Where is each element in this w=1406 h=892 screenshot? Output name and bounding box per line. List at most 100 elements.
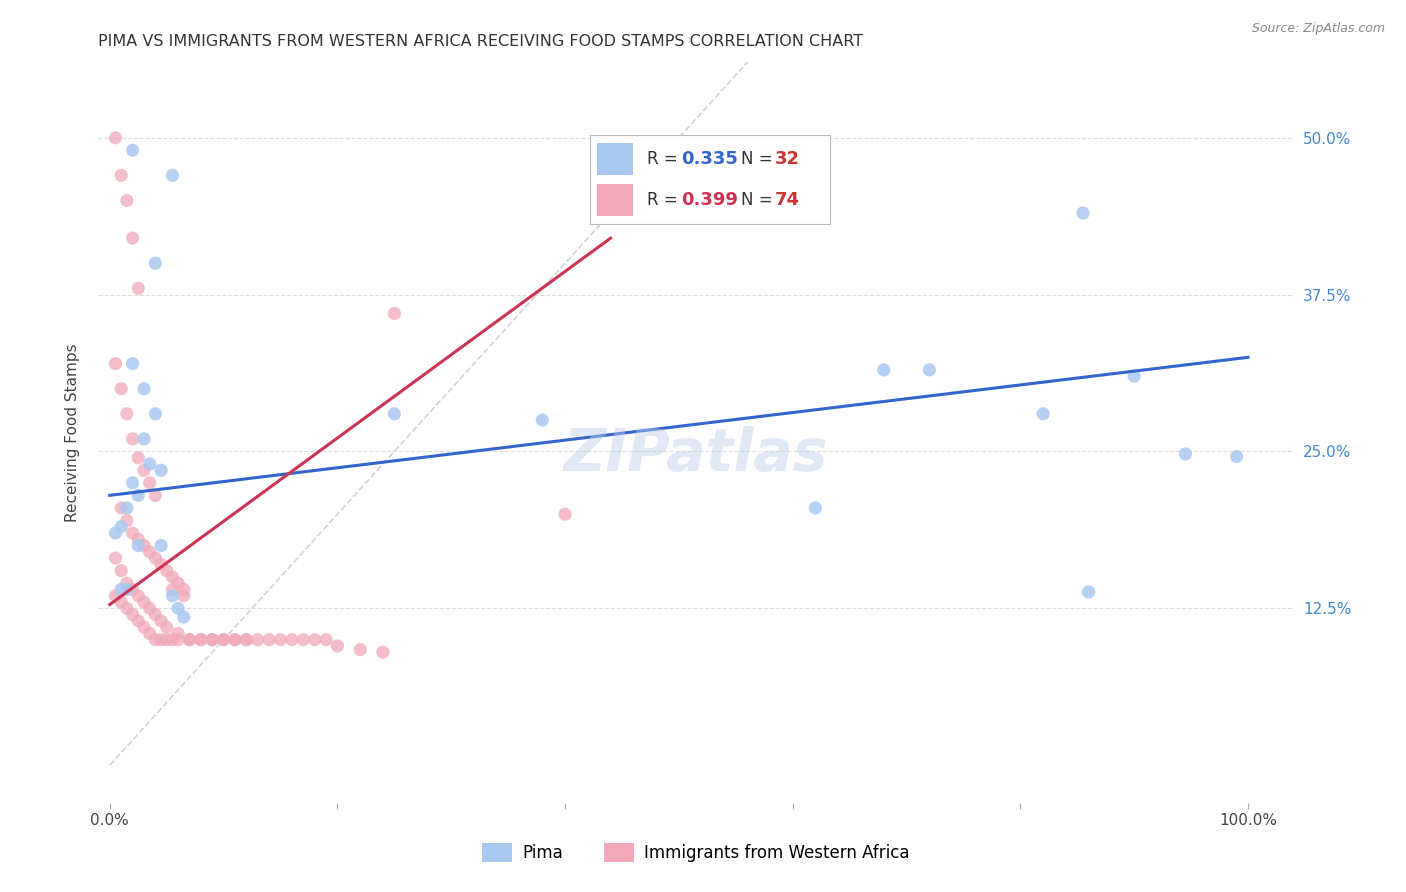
Point (132, 463, 155, 477)
Point (121, 432, 143, 446)
Legend: Pima, Immigrants from Western Africa: Pima, Immigrants from Western Africa (475, 836, 917, 869)
Point (121, 231, 143, 245)
Point (326, 639, 349, 653)
Point (246, 632, 269, 647)
Point (162, 582, 184, 597)
Point (121, 475, 143, 490)
Point (162, 169, 184, 183)
Point (115, 407, 138, 421)
Point (167, 632, 190, 647)
Point (150, 539, 173, 553)
Point (162, 570, 184, 584)
Point (304, 632, 326, 647)
Point (110, 595, 132, 609)
Text: N =: N = (741, 150, 778, 168)
Point (156, 632, 179, 647)
Point (121, 526, 143, 541)
Point (115, 513, 138, 527)
Point (224, 632, 246, 647)
Point (179, 632, 201, 647)
Point (224, 632, 246, 647)
Point (132, 432, 155, 446)
Text: PIMA VS IMMIGRANTS FROM WESTERN AFRICA RECEIVING FOOD STAMPS CORRELATION CHART: PIMA VS IMMIGRANTS FROM WESTERN AFRICA R… (98, 34, 863, 49)
Point (143, 488, 166, 502)
Point (190, 632, 212, 647)
Point (143, 407, 166, 421)
Point (150, 614, 173, 628)
Point (110, 169, 132, 183)
Point (167, 626, 190, 640)
Point (804, 500, 827, 515)
Point (132, 595, 155, 609)
Text: 0.399: 0.399 (681, 191, 738, 209)
Point (127, 281, 149, 295)
Text: ZIPatlas: ZIPatlas (564, 426, 828, 483)
Point (1077, 585, 1099, 599)
Point (162, 589, 184, 603)
Point (127, 533, 149, 547)
Point (104, 589, 127, 603)
Point (150, 558, 173, 572)
Point (212, 632, 235, 647)
Point (156, 564, 179, 578)
Point (167, 576, 190, 591)
Point (201, 632, 224, 647)
Text: R =: R = (647, 150, 683, 168)
Point (1226, 450, 1249, 464)
FancyBboxPatch shape (598, 184, 633, 216)
Y-axis label: Receiving Food Stamps: Receiving Food Stamps (65, 343, 80, 522)
Text: 32: 32 (775, 150, 800, 168)
Text: R =: R = (647, 191, 683, 209)
Point (104, 130, 127, 145)
Point (143, 632, 166, 647)
Point (212, 632, 235, 647)
Point (150, 463, 173, 477)
Point (173, 610, 195, 624)
Point (127, 488, 149, 502)
Point (382, 407, 405, 421)
Point (138, 601, 160, 615)
Point (150, 632, 173, 647)
Point (121, 607, 143, 622)
Point (371, 645, 394, 659)
Point (143, 551, 166, 566)
Point (110, 564, 132, 578)
Point (110, 500, 132, 515)
Point (235, 632, 257, 647)
Point (349, 642, 371, 657)
Point (132, 620, 155, 634)
Point (173, 589, 195, 603)
Point (918, 363, 941, 377)
Point (156, 620, 179, 634)
Point (315, 632, 337, 647)
Point (110, 582, 132, 597)
Point (104, 357, 127, 371)
Point (1123, 369, 1146, 384)
Point (179, 632, 201, 647)
Point (1071, 206, 1094, 220)
Point (110, 520, 132, 534)
Point (143, 607, 166, 622)
Point (138, 457, 160, 471)
FancyBboxPatch shape (598, 143, 633, 175)
Point (531, 413, 554, 427)
Point (110, 382, 132, 396)
Point (143, 256, 166, 270)
Point (281, 632, 304, 647)
Point (873, 363, 896, 377)
Point (167, 601, 190, 615)
Text: 0.335: 0.335 (681, 150, 738, 168)
Point (115, 500, 138, 515)
Point (121, 143, 143, 157)
Point (173, 582, 195, 597)
Point (104, 551, 127, 566)
Text: 74: 74 (775, 191, 800, 209)
Point (132, 539, 155, 553)
Text: N =: N = (741, 191, 778, 209)
Point (257, 632, 280, 647)
Point (235, 632, 257, 647)
Point (127, 589, 149, 603)
Point (1032, 407, 1054, 421)
Text: Source: ZipAtlas.com: Source: ZipAtlas.com (1251, 22, 1385, 36)
Point (201, 632, 224, 647)
